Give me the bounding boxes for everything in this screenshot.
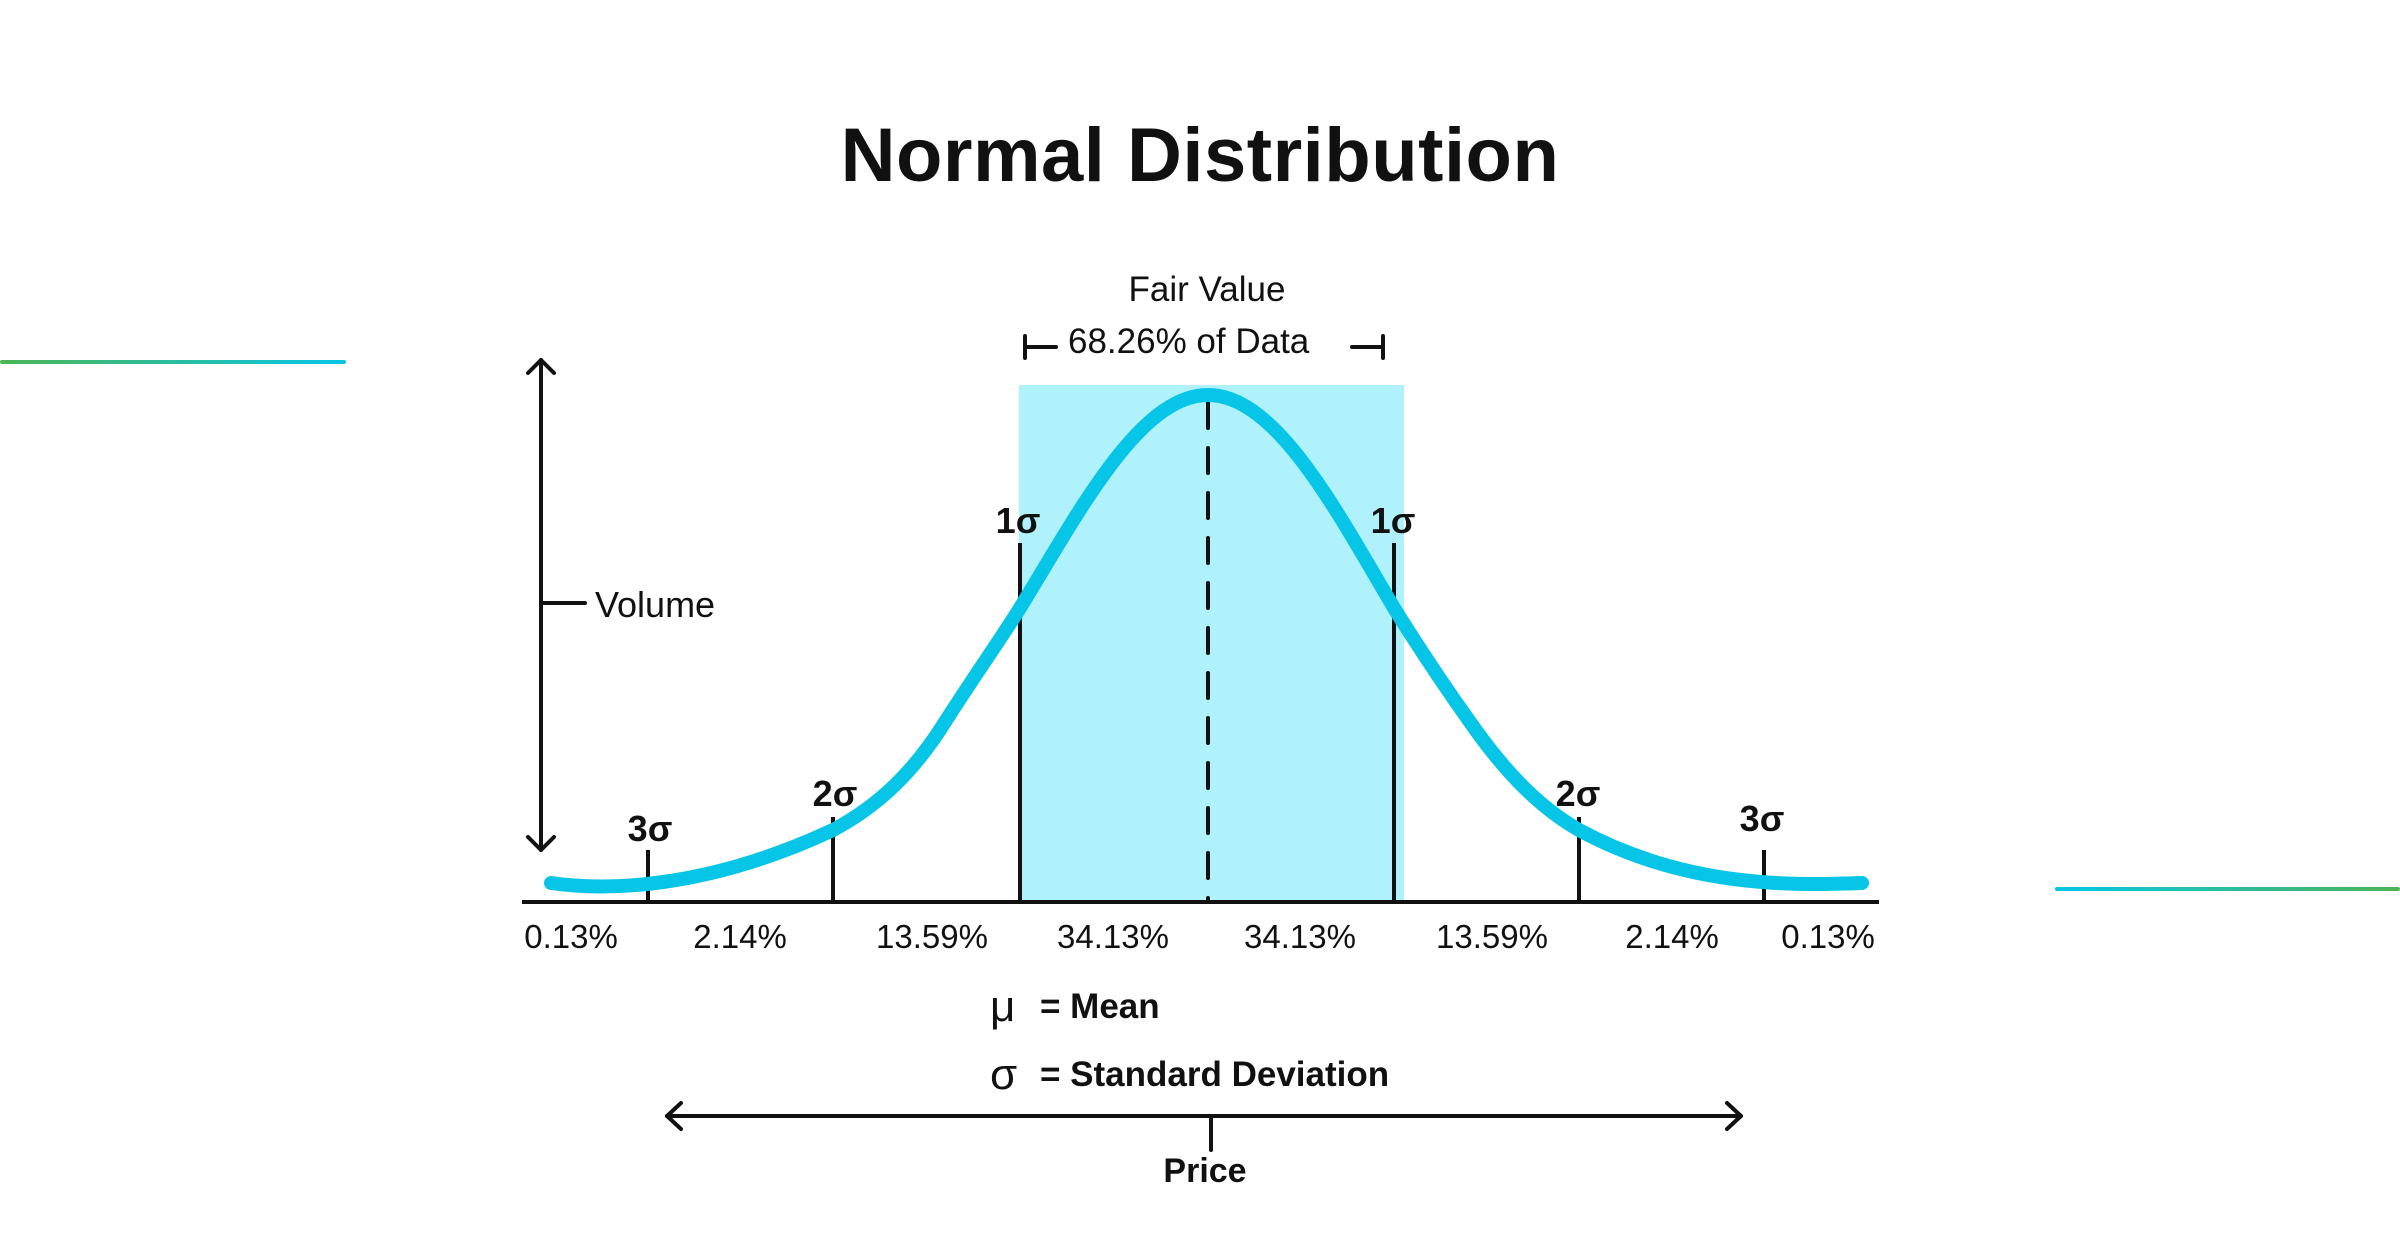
bell-curve — [544, 388, 1869, 894]
range-bracket-right-icon — [1350, 334, 1385, 360]
percent-label: 13.59% — [1436, 918, 1548, 955]
volume-axis-label: Volume — [595, 584, 716, 625]
legend-mean: μ = Mean — [990, 982, 1160, 1032]
sigma-label-right-2: 2σ — [1555, 773, 1601, 814]
percent-label: 0.13% — [1781, 918, 1875, 955]
mu-symbol-icon: μ — [990, 982, 1016, 1031]
sigma-label-left-2: 2σ — [812, 773, 858, 814]
page-title: Normal Distribution — [840, 113, 1560, 198]
range-label: 68.26% of Data — [1068, 322, 1310, 361]
sigma-symbol-icon: σ — [990, 1050, 1018, 1099]
legend-mean-text: = Mean — [1040, 987, 1160, 1026]
sigma-label-right-1: 1σ — [1370, 500, 1416, 541]
percent-label: 34.13% — [1244, 918, 1356, 955]
legend-standard-deviation: σ = Standard Deviation — [990, 1050, 1389, 1100]
price-axis-label: Price — [1163, 1152, 1247, 1190]
sigma-label-right-3: 3σ — [1739, 798, 1785, 839]
sigma-label-left-3: 3σ — [627, 808, 673, 849]
percent-label: 0.13% — [524, 918, 618, 955]
decorative-gradient-line-left — [0, 360, 346, 364]
price-axis-arrow — [665, 1101, 1743, 1152]
legend-sd-text: = Standard Deviation — [1040, 1055, 1390, 1094]
sigma-label-left-1: 1σ — [995, 500, 1041, 541]
percent-label: 34.13% — [1057, 918, 1169, 955]
percent-label: 2.14% — [693, 918, 787, 955]
percent-label: 13.59% — [876, 918, 988, 955]
fair-value-shaded-region — [1019, 385, 1404, 902]
volume-axis-arrow — [526, 358, 587, 852]
decorative-gradient-line-right — [2055, 887, 2400, 891]
fair-value-label: Fair Value — [1128, 270, 1286, 309]
percent-label: 2.14% — [1625, 918, 1719, 955]
range-bracket-left-icon — [1023, 334, 1058, 360]
